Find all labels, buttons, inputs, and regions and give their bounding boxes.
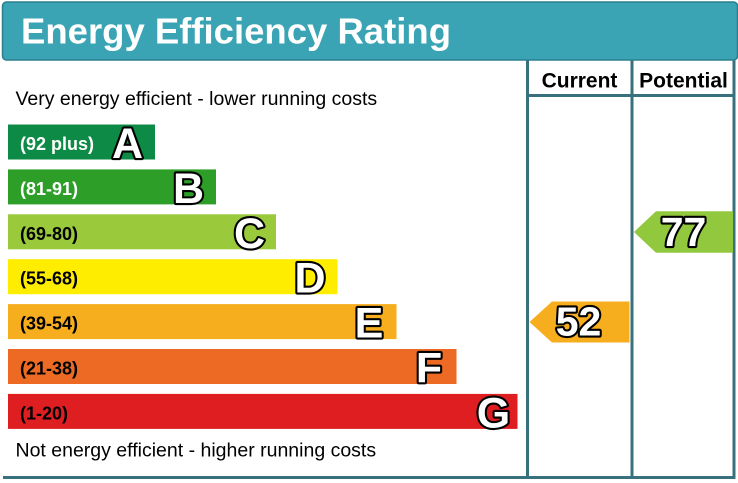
svg-text:(39-54): (39-54) <box>20 314 78 334</box>
svg-text:(21-38): (21-38) <box>20 359 78 379</box>
svg-text:Potential: Potential <box>639 70 728 93</box>
svg-text:Very energy efficient - lower: Very energy efficient - lower running co… <box>16 88 378 110</box>
svg-text:F: F <box>416 345 442 393</box>
svg-text:Energy Efficiency Rating: Energy Efficiency Rating <box>21 11 451 52</box>
svg-text:52: 52 <box>556 299 602 345</box>
svg-text:A: A <box>112 120 143 168</box>
svg-text:(92 plus): (92 plus) <box>20 134 94 154</box>
svg-text:(1-20): (1-20) <box>20 403 68 423</box>
svg-text:E: E <box>355 300 384 348</box>
svg-text:C: C <box>234 210 265 258</box>
svg-text:Current: Current <box>542 70 618 93</box>
svg-text:77: 77 <box>661 209 707 255</box>
svg-text:B: B <box>173 165 204 213</box>
svg-text:Not energy efficient - higher: Not energy efficient - higher running co… <box>16 440 377 462</box>
svg-text:(69-80): (69-80) <box>20 224 78 244</box>
svg-text:D: D <box>294 255 325 303</box>
svg-text:(55-68): (55-68) <box>20 269 78 289</box>
svg-text:(81-91): (81-91) <box>20 179 78 199</box>
svg-text:G: G <box>477 389 510 437</box>
